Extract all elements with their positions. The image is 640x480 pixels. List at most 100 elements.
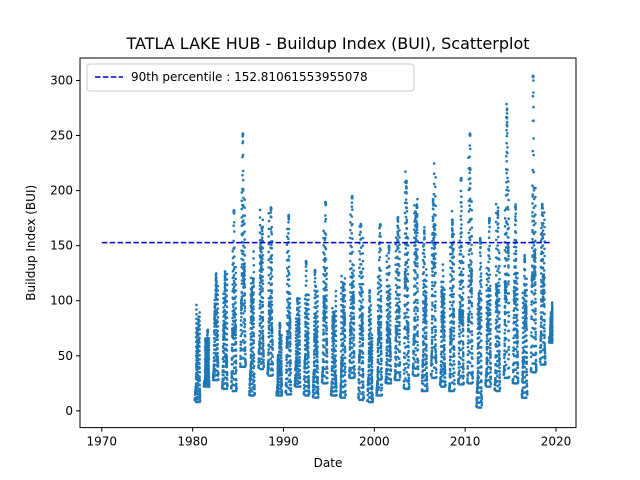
data-point	[270, 254, 274, 257]
data-point	[396, 309, 399, 312]
data-point	[443, 316, 446, 319]
data-point	[207, 385, 211, 388]
data-point	[269, 300, 272, 304]
data-point	[414, 346, 417, 350]
data-point	[313, 273, 317, 277]
data-point	[323, 220, 327, 223]
data-point	[196, 389, 200, 393]
data-point	[343, 370, 347, 374]
data-point	[340, 344, 343, 347]
data-point	[314, 317, 318, 320]
data-point	[276, 386, 280, 390]
data-point	[407, 376, 411, 380]
data-point	[357, 371, 361, 375]
data-point	[380, 370, 383, 374]
data-point	[240, 332, 244, 335]
data-point	[459, 253, 463, 256]
data-point	[451, 250, 455, 253]
data-point	[243, 304, 247, 308]
data-point	[394, 249, 398, 253]
data-point	[339, 381, 343, 385]
data-point	[288, 297, 292, 300]
data-point	[225, 376, 228, 380]
data-point	[195, 312, 198, 316]
data-point	[305, 348, 309, 352]
data-point	[331, 348, 334, 352]
data-point	[304, 355, 307, 358]
data-point	[323, 253, 326, 256]
data-point	[225, 332, 229, 336]
data-point	[298, 318, 301, 321]
data-point	[207, 339, 211, 343]
data-point	[198, 328, 202, 331]
data-point	[461, 377, 465, 380]
data-point	[459, 283, 462, 286]
data-point	[398, 236, 401, 239]
data-point	[430, 317, 434, 321]
data-point	[361, 275, 365, 278]
data-point	[324, 258, 328, 261]
data-point	[397, 274, 400, 277]
data-point	[388, 364, 392, 367]
data-point	[276, 378, 280, 382]
data-point	[407, 382, 411, 386]
data-point	[461, 273, 465, 277]
data-point	[225, 365, 229, 369]
data-point	[444, 383, 447, 386]
data-point	[414, 278, 417, 281]
data-point	[267, 227, 271, 231]
data-point	[196, 400, 199, 404]
data-point	[343, 277, 347, 280]
data-point	[285, 337, 289, 341]
data-point	[244, 362, 247, 366]
data-point	[234, 383, 238, 387]
data-point	[396, 286, 399, 289]
data-point	[207, 373, 211, 377]
data-point	[450, 326, 453, 329]
data-point	[339, 303, 343, 307]
data-point	[458, 266, 461, 270]
data-point	[348, 236, 352, 240]
data-point	[416, 343, 420, 347]
data-point	[461, 297, 465, 301]
data-point	[196, 373, 200, 377]
data-point	[323, 274, 327, 278]
data-point	[358, 382, 361, 385]
data-point	[461, 261, 465, 264]
data-point	[448, 328, 452, 331]
data-point	[407, 334, 410, 338]
data-point	[288, 364, 292, 367]
data-point	[403, 180, 407, 184]
data-point	[307, 298, 310, 302]
data-point	[296, 341, 300, 345]
data-point	[316, 294, 320, 298]
data-point	[258, 334, 261, 337]
data-point	[323, 367, 327, 371]
data-point	[296, 312, 300, 315]
data-point	[416, 315, 419, 319]
data-point	[375, 391, 379, 394]
data-point	[267, 266, 271, 269]
data-point	[195, 303, 198, 307]
data-point	[341, 342, 345, 346]
data-point	[422, 248, 426, 252]
data-point	[387, 340, 390, 344]
data-point	[343, 345, 347, 348]
data-point	[414, 326, 418, 329]
data-point	[394, 283, 398, 287]
data-point	[458, 280, 462, 284]
data-point	[422, 382, 425, 386]
data-point	[458, 369, 461, 373]
data-point	[252, 263, 256, 267]
data-point	[348, 322, 352, 325]
data-point	[379, 331, 383, 334]
data-point	[448, 307, 452, 311]
data-point	[225, 343, 229, 347]
data-point	[435, 371, 438, 374]
data-point	[443, 302, 446, 305]
data-point	[278, 330, 281, 334]
data-point	[307, 346, 310, 349]
data-point	[225, 362, 229, 366]
data-point	[307, 317, 310, 321]
data-point	[385, 272, 389, 276]
